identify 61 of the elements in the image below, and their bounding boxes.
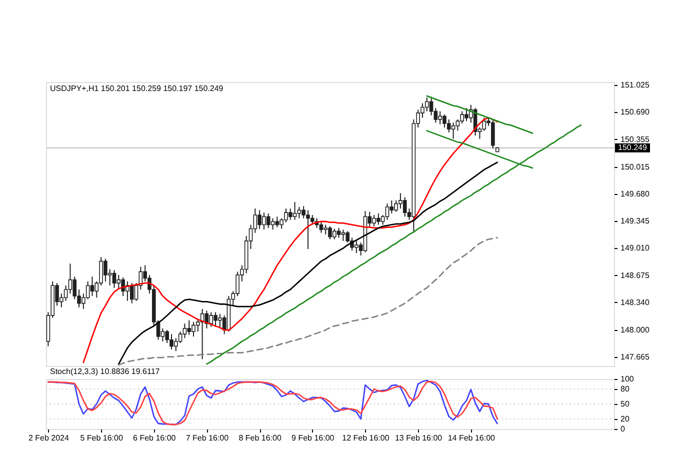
- y-tick-label: 20: [620, 414, 630, 424]
- candlestick: [72, 276, 77, 300]
- y-tick-label: 149.680: [620, 189, 650, 198]
- x-tick-label: 12 Feb 16:00: [342, 434, 390, 442]
- y-tick-label: 149.345: [620, 216, 650, 226]
- x-tick-label: 7 Feb 16:00: [186, 434, 230, 442]
- candlestick: [292, 202, 297, 220]
- y-tick-label: 100: [620, 374, 634, 384]
- y-tick-label: 50: [620, 400, 630, 408]
- y-tick-label: 150.015: [620, 162, 650, 172]
- x-tick-label: 13 Feb 16:00: [394, 434, 443, 442]
- x-tick-label: 14 Feb 16:00: [448, 434, 496, 442]
- candlestick: [68, 263, 72, 294]
- candlestick: [319, 222, 324, 234]
- candlestick: [336, 227, 341, 238]
- x-tick-label: 6 Feb 16:00: [133, 434, 176, 442]
- line-series: [206, 124, 582, 365]
- y-tick-label: 149.010: [620, 244, 650, 253]
- candlestick: [209, 312, 214, 328]
- candlestick: [112, 270, 116, 288]
- y-tick-label: 150.355: [620, 134, 650, 144]
- candlestick: [288, 208, 292, 220]
- line-series: [118, 236, 498, 366]
- candlestick: [266, 212, 270, 228]
- y-tick-label: 80: [620, 384, 630, 394]
- chart-title: USDJPY+,H1 150.201 150.259 150.197 150.249: [50, 84, 224, 93]
- candlestick: [270, 218, 275, 230]
- y-tick-label: 148.340: [620, 298, 650, 307]
- chart-title: Stoch(12,3,3) 10.8836 19.6117: [50, 367, 160, 376]
- candlestick: [341, 229, 346, 242]
- candlestick: [424, 97, 429, 112]
- y-tick-label: 148.675: [620, 270, 650, 280]
- candlestick: [385, 203, 390, 220]
- line-series: [426, 95, 534, 134]
- candlestick: [446, 118, 451, 133]
- x-tick-label: 9 Feb 16:00: [292, 434, 335, 442]
- candlestick: [390, 200, 394, 214]
- candlestick: [174, 338, 178, 352]
- candlestick: [275, 216, 280, 228]
- line-series: [426, 130, 534, 169]
- y-tick-label: 0: [620, 424, 626, 434]
- y-tick-label: 147.665: [620, 352, 650, 362]
- candlestick: [182, 323, 187, 339]
- candlestick: [130, 282, 134, 304]
- candlestick: [482, 117, 486, 132]
- y-tick-label: 148.000: [620, 326, 650, 335]
- candlestick: [178, 331, 182, 344]
- x-tick-label: 5 Feb 16:00: [80, 434, 124, 442]
- x-tick-label: 8 Feb 16:00: [238, 434, 282, 442]
- y-tick-label: 151.025: [620, 80, 650, 90]
- ref-line-label: 150.249: [618, 142, 648, 152]
- y-tick-label: 150.690: [620, 108, 650, 117]
- candlestick: [90, 276, 94, 297]
- candlestick: [402, 196, 407, 218]
- candlestick: [297, 206, 302, 219]
- candlestick: [116, 274, 121, 290]
- candlestick: [451, 122, 456, 140]
- line-series: [118, 162, 498, 365]
- candlestick: [86, 280, 90, 300]
- candlestick: [429, 96, 434, 116]
- x-tick-label: 2 Feb 2024: [28, 434, 70, 442]
